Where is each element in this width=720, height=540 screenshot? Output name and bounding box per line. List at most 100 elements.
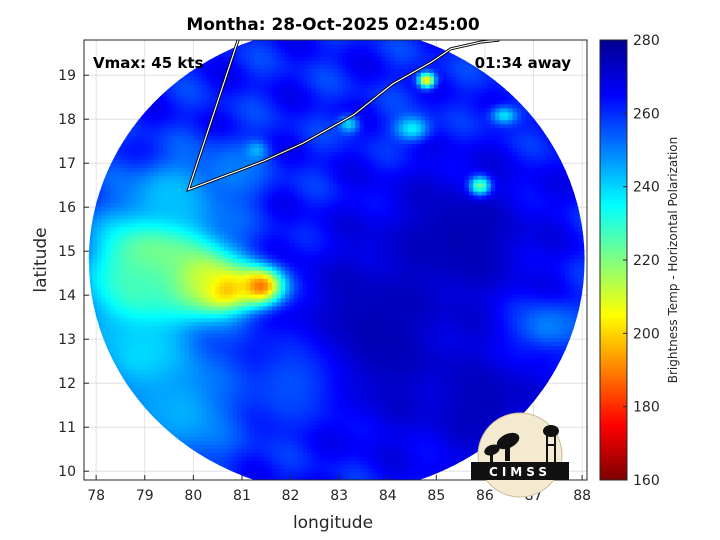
heatmap-cell: [171, 119, 177, 125]
heatmap-cell: [289, 305, 295, 311]
heatmap-cell: [206, 218, 212, 224]
heatmap-cell: [219, 456, 225, 461]
heatmap-cell: [180, 341, 186, 346]
heatmap-cell: [140, 385, 146, 390]
heatmap-cell: [289, 341, 295, 346]
heatmap-cell: [224, 262, 229, 267]
heatmap-cell: [259, 361, 264, 366]
heatmap-cell: [132, 270, 138, 275]
heatmap-cell: [114, 250, 120, 255]
heatmap-cell: [119, 289, 124, 295]
heatmap-cell: [272, 119, 278, 125]
heatmap-cell: [276, 270, 282, 275]
heatmap-cell: [215, 183, 221, 188]
heatmap-cell: [105, 171, 111, 176]
heatmap-cell: [272, 309, 278, 315]
heatmap-cell: [158, 333, 164, 339]
heatmap-cell: [250, 341, 256, 346]
heatmap-cell: [88, 286, 94, 291]
heatmap-cell: [180, 103, 186, 109]
heatmap-cell: [110, 301, 116, 307]
heatmap-cell: [123, 369, 129, 374]
heatmap-cell: [119, 167, 124, 172]
heatmap-cell: [285, 420, 291, 426]
heatmap-cell: [276, 258, 282, 263]
heatmap-cell: [158, 119, 164, 125]
heatmap-cell: [293, 472, 299, 477]
heatmap-cell: [237, 329, 243, 335]
heatmap-cell: [302, 305, 308, 311]
heatmap-cell: [224, 313, 229, 319]
heatmap-cell: [285, 468, 291, 473]
heatmap-cell: [158, 155, 164, 160]
heatmap-cell: [136, 278, 142, 283]
heatmap-cell: [210, 436, 216, 441]
heatmap-cell: [123, 289, 129, 295]
heatmap-cell: [289, 210, 295, 216]
heatmap-cell: [97, 274, 103, 279]
heatmap-cell: [202, 278, 208, 283]
heatmap-cell: [254, 270, 260, 275]
heatmap-cell: [232, 452, 238, 457]
heatmap-cell: [215, 198, 221, 204]
heatmap-cell: [280, 218, 286, 224]
heatmap-cell: [215, 159, 221, 164]
heatmap-cell: [267, 404, 273, 410]
heatmap-cell: [285, 444, 291, 449]
heatmap-cell: [193, 115, 199, 121]
heatmap-cell: [280, 84, 286, 89]
heatmap-cell: [219, 444, 225, 449]
heatmap-cell: [245, 377, 251, 382]
heatmap-cell: [241, 218, 247, 224]
heatmap-cell: [224, 175, 229, 180]
heatmap-cell: [232, 444, 238, 449]
heatmap-cell: [110, 274, 116, 279]
heatmap-cell: [193, 325, 199, 331]
heatmap-cell: [263, 428, 269, 434]
heatmap-cell: [184, 127, 190, 133]
heatmap-cell: [127, 222, 133, 228]
heatmap-cell: [285, 341, 291, 346]
heatmap-cell: [210, 68, 216, 73]
heatmap-cell: [267, 202, 273, 208]
heatmap-cell: [197, 123, 203, 129]
heatmap-cell: [140, 175, 146, 180]
heatmap-cell: [110, 357, 116, 362]
heatmap-cell: [272, 341, 278, 346]
heatmap-cell: [245, 309, 251, 315]
heatmap-cell: [140, 313, 146, 319]
heatmap-cell: [302, 246, 308, 251]
heatmap-cell: [259, 246, 264, 251]
heatmap-cell: [311, 357, 317, 362]
heatmap-cell: [232, 80, 238, 85]
heatmap-cell: [285, 313, 291, 319]
heatmap-cell: [140, 341, 146, 346]
heatmap-cell: [206, 369, 212, 374]
heatmap-cell: [167, 99, 173, 105]
heatmap-cell: [254, 210, 260, 216]
heatmap-cell: [232, 179, 238, 184]
heatmap-cell: [263, 151, 269, 156]
heatmap-cell: [276, 420, 282, 426]
heatmap-cell: [311, 179, 317, 184]
heatmap-cell: [127, 381, 133, 386]
heatmap-cell: [140, 357, 146, 362]
heatmap-cell: [311, 452, 317, 457]
heatmap-cell: [132, 214, 138, 220]
heatmap-cell: [307, 400, 313, 406]
heatmap-cell: [215, 404, 221, 410]
heatmap-cell: [97, 222, 103, 228]
heatmap-cell: [224, 107, 229, 113]
heatmap-cell: [302, 436, 308, 441]
heatmap-cell: [215, 357, 221, 362]
heatmap-cell: [210, 76, 216, 81]
heatmap-cell: [219, 242, 225, 247]
heatmap-cell: [289, 230, 295, 236]
heatmap-cell: [132, 317, 138, 323]
heatmap-cell: [140, 143, 146, 148]
heatmap-cell: [110, 198, 116, 204]
heatmap-cell: [307, 163, 313, 168]
heatmap-cell: [92, 258, 98, 263]
heatmap-cell: [154, 254, 159, 259]
heatmap-cell: [140, 392, 146, 398]
